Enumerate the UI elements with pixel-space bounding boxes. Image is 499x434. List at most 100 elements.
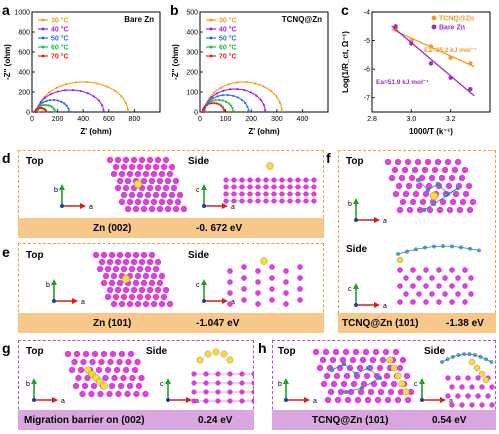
zn-atom: [172, 205, 180, 213]
zn-atom: [146, 156, 154, 164]
data-point: [246, 105, 249, 108]
data-point: [249, 91, 252, 94]
zn-atom: [436, 206, 444, 214]
legend-label: 70 °C: [219, 53, 237, 61]
zn-atom: [142, 170, 150, 178]
y-tick-label: 0: [194, 110, 198, 117]
zn-atom: [148, 205, 156, 213]
zn-atom: [436, 283, 442, 289]
zn-atom: [401, 166, 409, 174]
zn-atom: [129, 374, 136, 382]
data-point: [39, 103, 42, 106]
tcnq-bond: [458, 353, 465, 356]
zn-atom: [160, 293, 168, 301]
migration-path-atom: [394, 372, 402, 380]
data-point: [220, 104, 223, 107]
zn-atom: [395, 182, 403, 190]
zn-atom: [241, 264, 247, 270]
tcnq-bond: [345, 387, 363, 393]
zn-atom: [134, 300, 142, 308]
zn-atom: [423, 267, 429, 273]
zn-atom: [97, 390, 104, 398]
tcnq-bond: [485, 358, 492, 363]
zn-atom: [68, 366, 76, 374]
axis-origin: [52, 299, 56, 303]
data-point: [262, 103, 265, 106]
zn-atom: [110, 170, 118, 178]
zn-atom: [112, 265, 120, 273]
zn-atom: [442, 291, 448, 297]
zn-atom: [376, 364, 384, 372]
zn-atom: [227, 301, 233, 307]
x-tick-label: 800: [129, 116, 141, 123]
axis-arrowhead-up: [201, 279, 207, 285]
data-point: [95, 82, 99, 85]
data-point: [40, 104, 43, 107]
data-point: [65, 104, 68, 107]
zn-atom: [154, 286, 162, 294]
tcnq-bond: [480, 356, 487, 360]
axis-arrowhead-up: [201, 184, 207, 190]
zn-atom: [350, 380, 358, 388]
zn-atom: [120, 191, 128, 199]
zn-atom: [406, 206, 414, 214]
zn-atom: [134, 170, 142, 178]
tcnq-bond: [355, 367, 369, 375]
zn-atom: [144, 293, 152, 301]
panel-label-b: b: [170, 2, 179, 18]
tcnq-bond: [397, 251, 408, 255]
panel-g-structure: b a c a: [26, 348, 254, 405]
zn-atom: [106, 286, 114, 294]
panel-h-energy: 0.54 eV: [432, 414, 467, 426]
zn-atom: [95, 366, 103, 374]
zn-atom: [390, 380, 398, 388]
legend-label: 50 °C: [51, 35, 69, 43]
data-point: [49, 99, 52, 102]
zn-atom: [138, 258, 146, 266]
axis-origin: [202, 204, 206, 208]
zn-atom: [142, 390, 149, 398]
data-point: [75, 81, 78, 84]
data-point: [278, 101, 282, 104]
zn-atom: [439, 198, 447, 206]
legend-marker: [209, 54, 213, 58]
panel-f-caption-text: TCNQ@Zn (101): [342, 317, 419, 329]
zn-atom: [158, 170, 166, 178]
data-point: [44, 110, 48, 113]
zn-atom: [363, 372, 371, 380]
zn-atom: [324, 396, 332, 404]
data-point: [236, 81, 239, 84]
zn-atom: [465, 182, 473, 190]
zn-atom: [132, 205, 140, 213]
data-point: [53, 110, 57, 113]
zn-atom: [359, 356, 367, 364]
data-point: [113, 89, 116, 92]
zn-atom: [126, 170, 134, 178]
tcnq-bond: [469, 353, 476, 356]
zn-atom: [91, 350, 99, 358]
data-point: [79, 89, 82, 93]
zn-atom: [374, 396, 382, 404]
axis-label-right: a: [383, 303, 387, 310]
zn-atom: [269, 264, 275, 270]
zn-atom: [146, 286, 154, 294]
zn-atom: [369, 356, 377, 364]
zn-atom: [320, 380, 328, 388]
data-point: [245, 80, 248, 84]
zn-atom: [128, 265, 136, 273]
panel-label-c: c: [341, 2, 349, 18]
zn-atom: [124, 251, 132, 259]
zn-atom: [80, 358, 87, 366]
zn-atom: [327, 388, 335, 396]
zn-atom: [485, 393, 491, 399]
zn-atom: [114, 156, 122, 164]
axis-arrowhead-right: [374, 217, 380, 223]
zn-atom: [127, 350, 135, 358]
zn-atom: [158, 300, 166, 308]
data-point: [226, 93, 230, 97]
x-tick-label: 0: [198, 116, 202, 123]
data-point: [224, 100, 228, 103]
axis-arrowhead-up: [353, 198, 359, 204]
axis-label-up: c: [414, 381, 418, 388]
zn-atom: [448, 174, 456, 182]
